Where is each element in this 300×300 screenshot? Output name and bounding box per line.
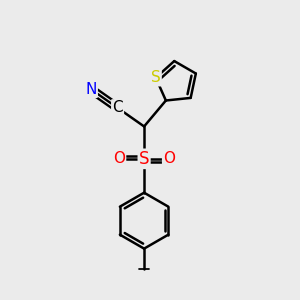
Text: O: O: [113, 151, 125, 166]
Text: S: S: [139, 150, 149, 168]
Text: C: C: [112, 100, 123, 116]
Text: S: S: [151, 70, 160, 85]
Text: O: O: [163, 151, 175, 166]
Text: N: N: [85, 82, 97, 97]
